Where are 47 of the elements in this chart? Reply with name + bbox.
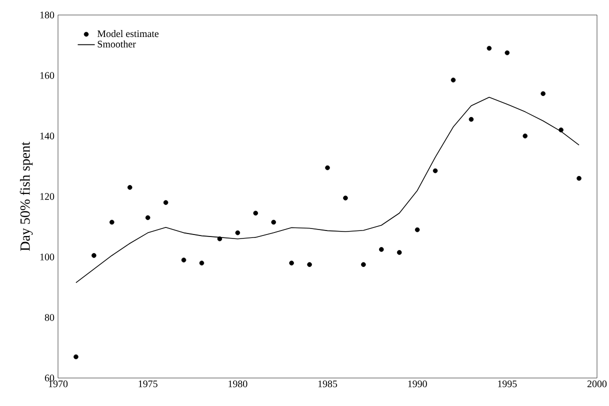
point (343, 196, 348, 200)
point (199, 260, 204, 266)
point (504, 50, 510, 56)
point (307, 262, 312, 267)
point (432, 168, 438, 174)
y-tick-label: 140 (40, 132, 54, 140)
point (235, 230, 240, 236)
legend-label: Smoother (98, 40, 136, 48)
x-tick-label: 1995 (498, 380, 517, 388)
y-tick-label: 80 (44, 314, 54, 321)
point (522, 134, 528, 138)
y-axis-title: Day 50% fish spent (20, 142, 33, 251)
point (253, 210, 258, 216)
point (396, 250, 402, 255)
point (145, 215, 150, 220)
y-tick-label: 120 (40, 193, 54, 200)
x-tick-label: 1970 (48, 380, 68, 388)
point (325, 165, 330, 170)
x-tick-label: 1985 (318, 380, 338, 388)
x-tick-label: 2000 (587, 380, 607, 388)
y-tick-label: 180 (40, 12, 54, 18)
point (92, 253, 96, 258)
point (163, 200, 168, 205)
legend-label: Model estimate (97, 30, 159, 38)
point (271, 220, 276, 225)
point (127, 185, 132, 190)
point (110, 220, 114, 225)
point (289, 260, 294, 266)
point (74, 354, 78, 360)
point (414, 227, 420, 232)
point (486, 46, 492, 51)
y-tick-label: 100 (40, 254, 54, 260)
point (558, 128, 564, 132)
x-tick-label: 1990 (408, 380, 427, 388)
point (576, 176, 582, 181)
point (379, 247, 384, 252)
point (450, 78, 456, 82)
x-tick-label: 1975 (138, 380, 158, 388)
point (540, 91, 546, 96)
point (217, 236, 222, 242)
x-tick-label: 1980 (228, 380, 248, 388)
y-tick-label: 60 (44, 374, 54, 382)
point (468, 116, 474, 122)
point (361, 262, 366, 267)
y-tick-label: 160 (40, 72, 54, 79)
point (181, 258, 186, 262)
line-series (76, 96, 580, 284)
